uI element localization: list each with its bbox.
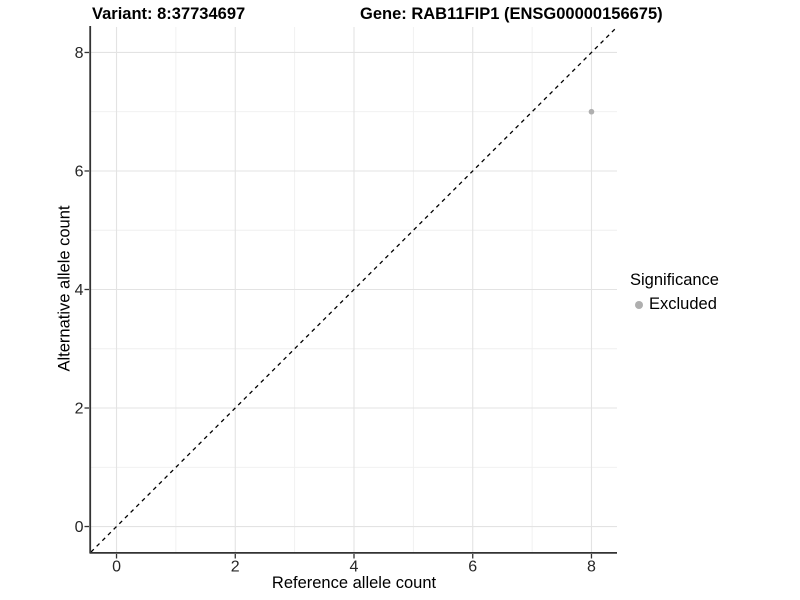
x-tick-label: 6	[468, 559, 477, 576]
legend: Significance Excluded	[630, 271, 719, 314]
y-tick-label: 8	[75, 45, 84, 62]
y-axis-title: Alternative allele count	[55, 205, 74, 372]
x-axis-title: Reference allele count	[271, 574, 437, 592]
plot-title-variant: Variant: 8:37734697	[92, 5, 246, 23]
x-tick-label: 0	[112, 559, 121, 576]
y-tick-label: 4	[75, 282, 84, 299]
x-tick-label: 2	[231, 559, 240, 576]
legend-item-label: Excluded	[649, 295, 717, 313]
y-tick-label: 2	[75, 401, 84, 418]
plot-title-gene: Gene: RAB11FIP1 (ENSG00000156675)	[360, 5, 663, 23]
legend-point-icon	[635, 300, 643, 309]
identity-reference-line	[90, 26, 618, 553]
data-point	[588, 108, 595, 115]
legend-item-excluded: Excluded	[630, 295, 719, 314]
y-tick-label: 0	[75, 519, 84, 536]
x-tick-label: 8	[587, 559, 596, 576]
x-tick-label: 4	[350, 559, 359, 576]
y-tick-label: 6	[75, 163, 84, 180]
legend-title: Significance	[630, 271, 719, 289]
